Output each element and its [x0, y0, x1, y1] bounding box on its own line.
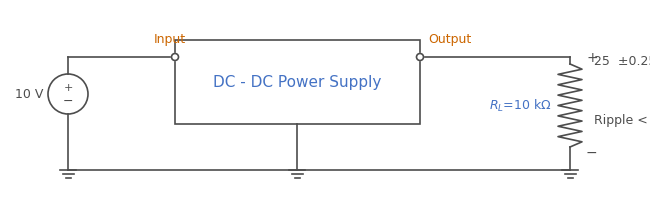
Text: DC - DC Power Supply: DC - DC Power Supply — [213, 74, 382, 89]
Text: Ripple < 0.10 mV: Ripple < 0.10 mV — [594, 114, 650, 127]
Text: 10 V: 10 V — [14, 88, 43, 100]
Circle shape — [417, 53, 424, 60]
Circle shape — [172, 53, 179, 60]
Text: Input: Input — [154, 33, 186, 46]
Text: +: + — [586, 51, 597, 65]
Text: $R_L$=10 kΩ: $R_L$=10 kΩ — [489, 98, 552, 114]
Text: −: − — [586, 146, 597, 160]
Text: Output: Output — [428, 33, 472, 46]
Text: 25  ±0.25 V: 25 ±0.25 V — [594, 55, 650, 68]
Bar — [175, 40, 420, 124]
Text: +: + — [63, 83, 73, 93]
Text: −: − — [63, 95, 73, 107]
